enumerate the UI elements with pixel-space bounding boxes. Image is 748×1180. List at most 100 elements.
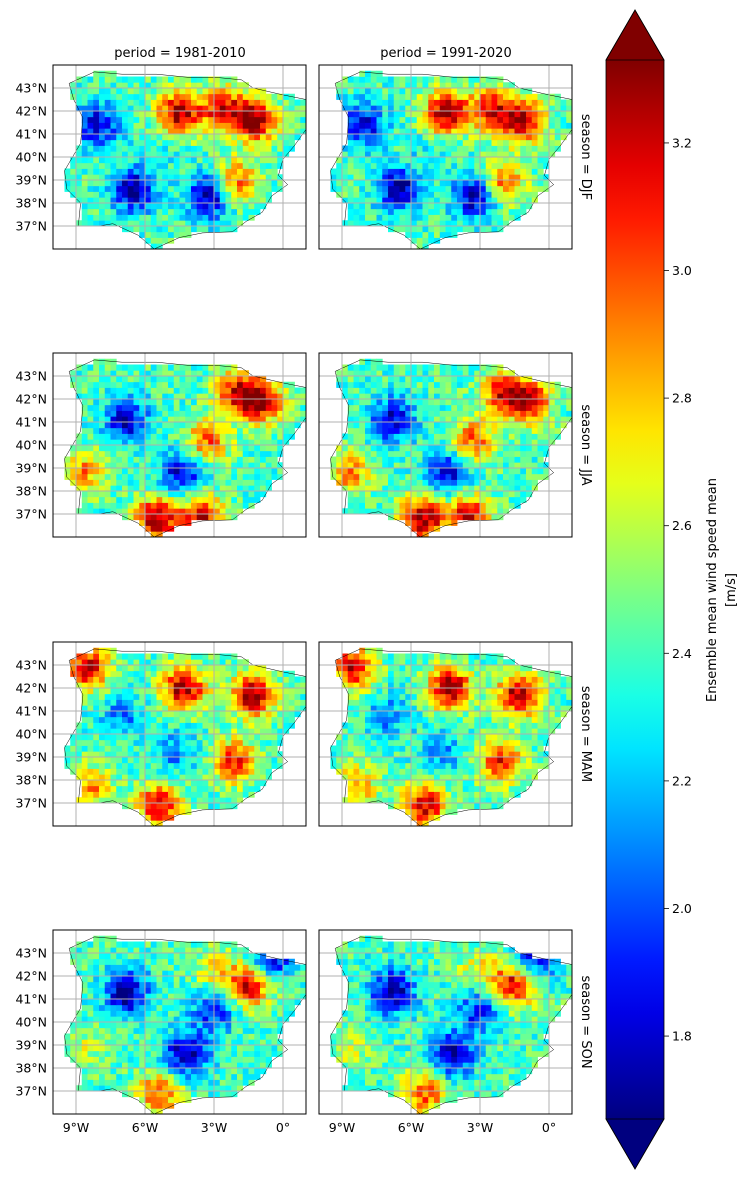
wind-cell bbox=[208, 768, 215, 775]
wind-cell bbox=[422, 76, 429, 83]
wind-cell bbox=[508, 404, 515, 411]
wind-cell bbox=[70, 473, 77, 480]
wind-cell bbox=[196, 422, 203, 429]
wind-cell bbox=[76, 508, 83, 515]
wind-cell bbox=[127, 734, 134, 741]
wind-cell bbox=[277, 757, 284, 764]
wind-cell bbox=[237, 751, 244, 758]
wind-cell bbox=[81, 751, 88, 758]
wind-cell bbox=[150, 514, 157, 521]
wind-cell bbox=[439, 128, 446, 135]
wind-cell bbox=[365, 399, 372, 406]
wind-cell bbox=[480, 226, 487, 233]
wind-cell bbox=[202, 462, 209, 469]
wind-cell bbox=[208, 462, 215, 469]
wind-cell bbox=[208, 99, 215, 106]
coastline bbox=[64, 359, 307, 538]
wind-cell bbox=[185, 76, 192, 83]
wind-cell bbox=[265, 174, 272, 181]
wind-cell bbox=[202, 220, 209, 227]
wind-cell bbox=[145, 676, 152, 683]
wind-cell bbox=[271, 450, 278, 457]
wind-cell bbox=[422, 231, 429, 238]
wind-cell bbox=[150, 519, 157, 526]
wind-cell bbox=[185, 111, 192, 118]
wind-cell bbox=[145, 728, 152, 735]
wind-cell bbox=[76, 393, 83, 400]
wind-cell bbox=[543, 151, 550, 158]
wind-cell bbox=[196, 803, 203, 810]
wind-cell bbox=[508, 427, 515, 434]
wind-cell bbox=[462, 364, 469, 371]
wind-cell bbox=[139, 728, 146, 735]
wind-cell bbox=[405, 422, 412, 429]
wind-cell bbox=[150, 785, 157, 792]
wind-cell bbox=[353, 381, 360, 388]
wind-cell bbox=[347, 139, 354, 146]
wind-cell bbox=[110, 433, 117, 440]
wind-cell bbox=[365, 364, 372, 371]
wind-cell bbox=[208, 716, 215, 723]
wind-cell bbox=[173, 473, 180, 480]
wind-cell bbox=[347, 180, 354, 187]
wind-cell bbox=[365, 191, 372, 198]
wind-cell bbox=[422, 473, 429, 480]
wind-cell bbox=[219, 728, 226, 735]
wind-cell bbox=[428, 376, 435, 383]
wind-cell bbox=[237, 145, 244, 152]
wind-cell bbox=[214, 682, 221, 689]
wind-cell bbox=[173, 803, 180, 810]
wind-cell bbox=[422, 185, 429, 192]
wind-cell bbox=[70, 157, 77, 164]
wind-cell bbox=[179, 168, 186, 175]
wind-cell bbox=[116, 399, 123, 406]
wind-cell bbox=[99, 174, 106, 181]
wind-cell bbox=[422, 519, 429, 526]
wind-cell bbox=[208, 699, 215, 706]
wind-cell bbox=[474, 197, 481, 204]
wind-cell bbox=[388, 381, 395, 388]
wind-cell bbox=[145, 653, 152, 660]
wind-cell bbox=[359, 145, 366, 152]
wind-cell bbox=[260, 128, 267, 135]
wind-cell bbox=[399, 370, 406, 377]
wind-cell bbox=[543, 162, 550, 169]
wind-cell bbox=[202, 670, 209, 677]
wind-cell bbox=[139, 496, 146, 503]
wind-cell bbox=[342, 485, 349, 492]
wind-cell bbox=[93, 139, 100, 146]
wind-cell bbox=[208, 496, 215, 503]
wind-cell bbox=[110, 751, 117, 758]
wind-cell bbox=[208, 803, 215, 810]
wind-cell bbox=[370, 220, 377, 227]
wind-cell bbox=[485, 364, 492, 371]
wind-cell bbox=[76, 757, 83, 764]
wind-cell bbox=[202, 699, 209, 706]
wind-cell bbox=[127, 111, 134, 118]
wind-cell bbox=[462, 220, 469, 227]
wind-cell bbox=[122, 688, 129, 695]
wind-cell bbox=[388, 220, 395, 227]
wind-cell bbox=[508, 491, 515, 498]
wind-cell bbox=[162, 151, 169, 158]
wind-cell bbox=[428, 479, 435, 486]
wind-cell bbox=[336, 88, 343, 95]
wind-cell bbox=[260, 751, 267, 758]
wind-cell bbox=[526, 174, 533, 181]
wind-cell bbox=[133, 734, 140, 741]
wind-cell bbox=[150, 450, 157, 457]
wind-cell bbox=[399, 491, 406, 498]
wind-cell bbox=[283, 139, 290, 146]
wind-cell bbox=[127, 803, 134, 810]
wind-cell bbox=[422, 203, 429, 210]
wind-cell bbox=[365, 381, 372, 388]
wind-cell bbox=[208, 376, 215, 383]
wind-cell bbox=[560, 399, 567, 406]
wind-cell bbox=[260, 180, 267, 187]
wind-cell bbox=[202, 157, 209, 164]
wind-cell bbox=[376, 93, 383, 100]
wind-cell bbox=[214, 88, 221, 95]
wind-cell bbox=[445, 491, 452, 498]
wind-cell bbox=[70, 93, 77, 100]
wind-cell bbox=[162, 387, 169, 394]
